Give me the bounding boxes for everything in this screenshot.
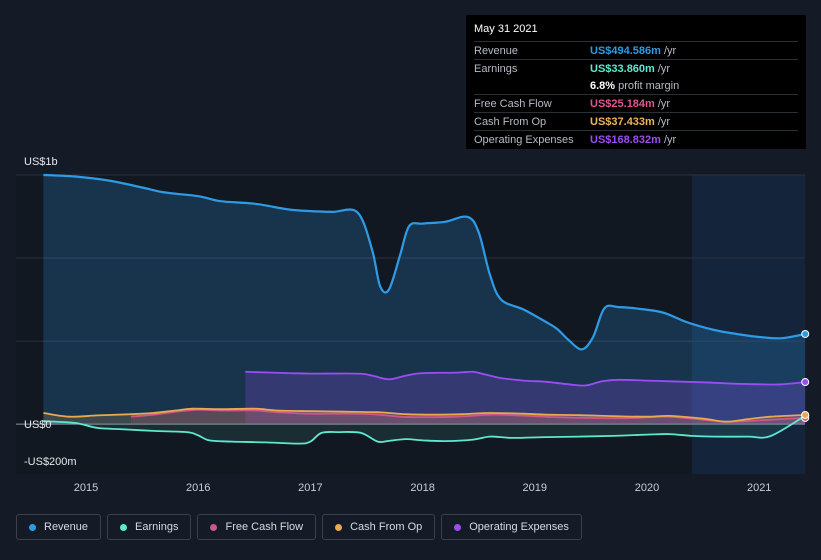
tooltip-row-operating-expenses: Operating Expenses US$168.832m /yr <box>474 130 798 148</box>
tooltip-unit: /yr <box>657 62 671 75</box>
legend-label: Earnings <box>135 521 179 533</box>
legend-label: Operating Expenses <box>469 521 569 533</box>
tooltip-value: 6.8% <box>590 79 616 92</box>
legend-dot-icon <box>210 523 218 531</box>
line-revenue <box>43 173 806 351</box>
tooltip-row-earnings: Earnings US$33.860m /yr <box>474 59 798 77</box>
tooltip-row-cash-from-op: Cash From Op US$37.433m /yr <box>474 112 798 130</box>
x-tick-label: 2016 <box>186 482 210 494</box>
y-axis-zero-label: US$0 <box>24 419 52 431</box>
end-marker-cash-from-op <box>801 410 810 419</box>
tooltip-label: Earnings <box>474 62 518 75</box>
tooltip-unit: /yr <box>663 133 677 146</box>
legend-item-free-cash-flow[interactable]: Free Cash Flow <box>197 514 317 540</box>
tooltip-unit: profit margin <box>618 79 680 92</box>
data-tooltip: May 31 2021 Revenue US$494.586m /yr Earn… <box>466 15 806 149</box>
tooltip-unit: /yr <box>657 97 671 110</box>
x-tick-label: 2017 <box>298 482 322 494</box>
chart-legend: Revenue Earnings Free Cash Flow Cash Fro… <box>16 514 582 540</box>
legend-dot-icon <box>454 523 462 531</box>
legend-label: Cash From Op <box>350 521 423 533</box>
tooltip-value: US$37.433m <box>590 115 655 128</box>
line-earnings <box>43 414 806 445</box>
x-tick-label: 2021 <box>747 482 771 494</box>
tooltip-value: US$33.860m <box>590 62 655 75</box>
legend-dot-icon <box>335 523 343 531</box>
legend-item-operating-expenses[interactable]: Operating Expenses <box>441 514 582 540</box>
x-tick-label: 2015 <box>74 482 98 494</box>
tooltip-row-revenue: Revenue US$494.586m /yr <box>474 41 798 59</box>
x-tick-label: 2020 <box>635 482 659 494</box>
y-axis-bottom-label: -US$200m <box>24 456 77 468</box>
area-revenue <box>43 175 806 425</box>
area-operating-expenses <box>245 371 806 425</box>
tooltip-unit: /yr <box>663 44 677 57</box>
legend-dot-icon <box>29 523 36 531</box>
legend-item-revenue[interactable]: Revenue <box>16 514 102 540</box>
legend-label: Revenue <box>44 521 89 533</box>
line-operating-expenses <box>245 370 806 387</box>
area-earnings <box>43 415 806 444</box>
line-free-cash-flow <box>130 408 806 423</box>
tooltip-label: Operating Expenses <box>474 133 574 146</box>
tooltip-value: US$25.184m <box>590 97 655 110</box>
tooltip-label: Free Cash Flow <box>474 97 552 110</box>
end-marker-revenue <box>801 329 810 338</box>
legend-dot-icon <box>120 523 128 531</box>
tooltip-unit: /yr <box>657 115 671 128</box>
line-cash-from-op <box>43 407 806 423</box>
tooltip-label: Revenue <box>474 44 519 57</box>
y-axis-top-label: US$1b <box>24 156 58 168</box>
tooltip-value: US$494.586m <box>590 44 661 57</box>
tooltip-label: Cash From Op <box>474 115 547 128</box>
x-tick-label: 2019 <box>523 482 547 494</box>
tooltip-value: US$168.832m <box>590 133 661 146</box>
end-marker-operating-expenses <box>801 378 810 387</box>
legend-label: Free Cash Flow <box>225 521 304 533</box>
x-tick-label: 2018 <box>410 482 434 494</box>
tooltip-date: May 31 2021 <box>474 23 538 35</box>
legend-item-cash-from-op[interactable]: Cash From Op <box>322 514 436 540</box>
tooltip-row-free-cash-flow: Free Cash Flow US$25.184m /yr <box>474 94 798 112</box>
tooltip-row-profit-margin: 6.8% profit margin <box>474 77 798 94</box>
legend-item-earnings[interactable]: Earnings <box>107 514 192 540</box>
